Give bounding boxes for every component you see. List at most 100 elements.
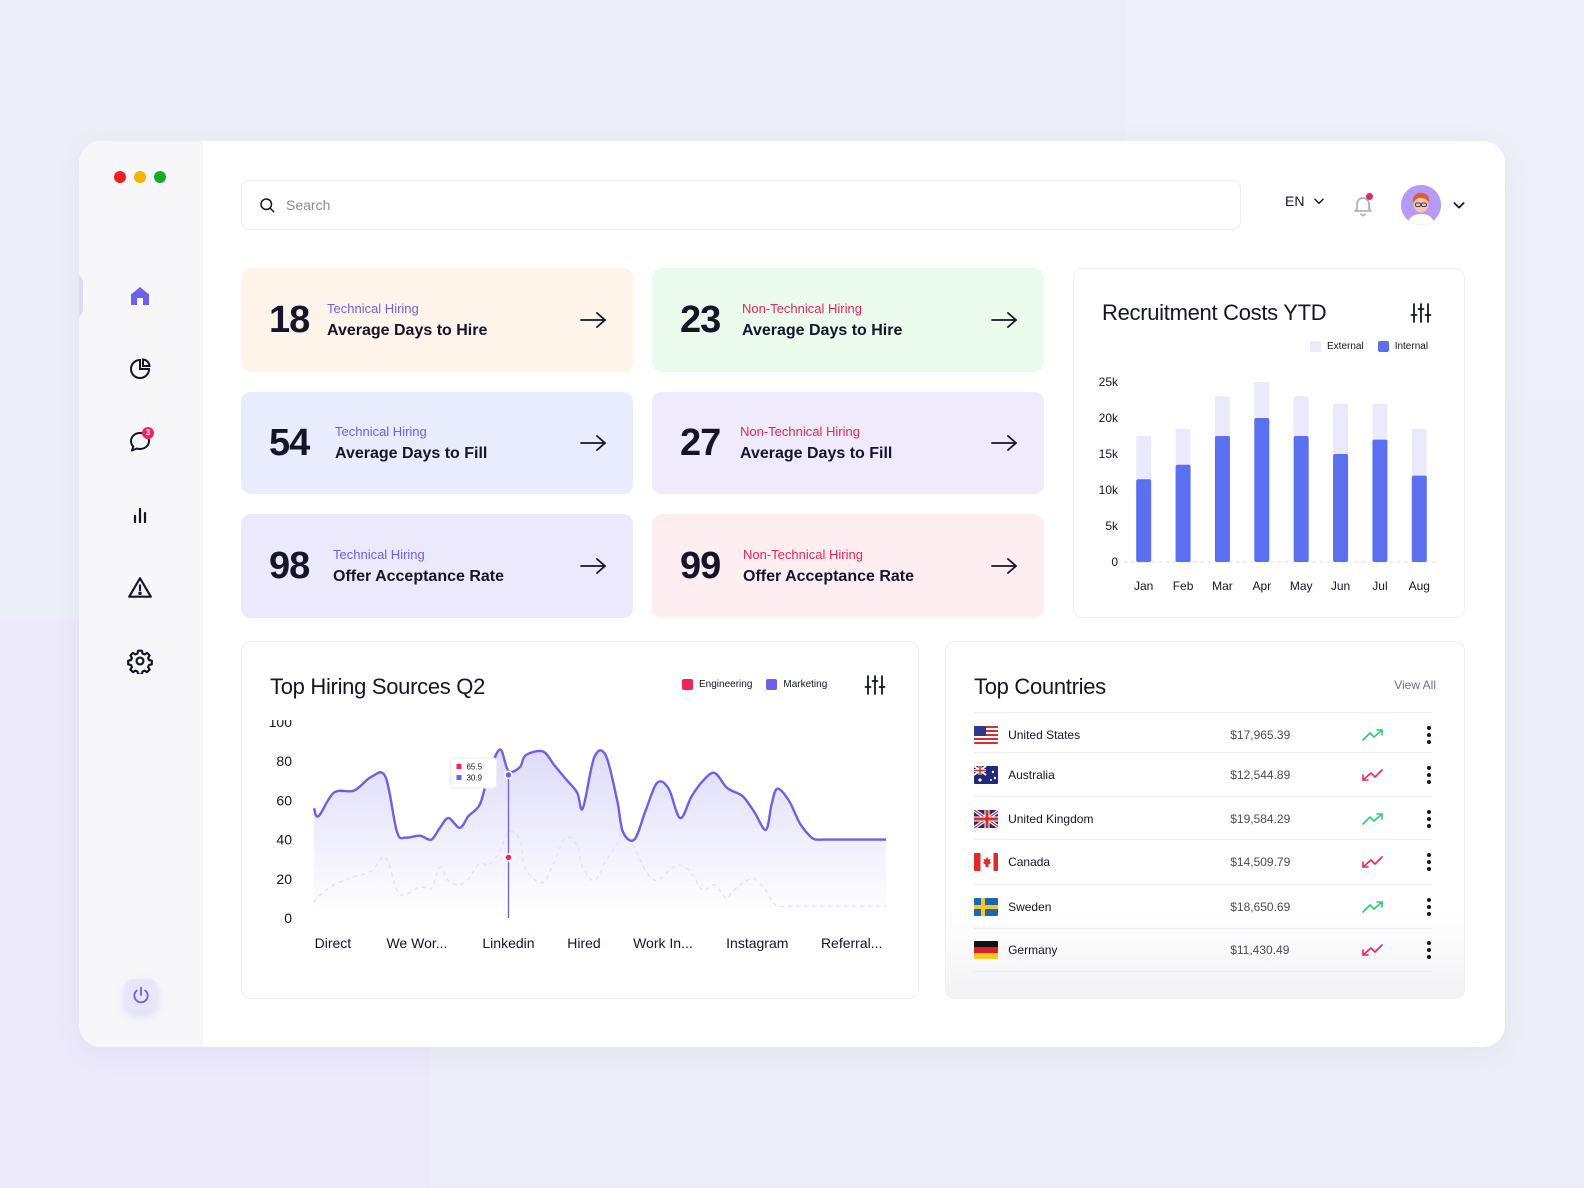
x-tick-label: Jan: [1134, 579, 1153, 593]
country-row[interactable]: Australia $12,544.89: [974, 752, 1432, 796]
more-vertical-icon: [1427, 725, 1431, 744]
y-tick-label: 0: [284, 910, 292, 926]
row-more-button[interactable]: [1413, 897, 1432, 917]
country-name: United States: [1008, 727, 1081, 742]
row-more-button[interactable]: [1413, 765, 1432, 785]
bar-chart-icon: [133, 507, 147, 524]
tooltip-marketing-value: 30.9: [466, 774, 482, 783]
chart-tooltip: 65.5 30.9: [449, 757, 497, 789]
sidebar-item-reports[interactable]: [125, 354, 155, 384]
trend-indicator: [1332, 728, 1413, 742]
marketing-line: [312, 748, 886, 842]
x-tick-label: Instagram: [726, 935, 788, 951]
country-amount: $19,584.29: [1230, 811, 1291, 826]
view-all-link[interactable]: View All: [1394, 678, 1436, 692]
trend-down-icon: [1361, 944, 1383, 956]
close-dot[interactable]: [114, 171, 126, 183]
gear-icon: [127, 649, 153, 674]
sidebar-item-settings[interactable]: [125, 646, 155, 676]
chevron-down-icon: [1453, 202, 1465, 209]
x-tick-label: Direct: [315, 935, 352, 951]
stat-card-nontech-days-to-fill[interactable]: 27 Non-Technical Hiring Average Days to …: [652, 392, 1044, 494]
stat-value: 98: [269, 544, 310, 587]
profile-menu-toggle[interactable]: [1451, 197, 1467, 218]
arrow-right-icon: [580, 435, 606, 451]
country-amount: $18,650.69: [1230, 899, 1291, 914]
x-tick-label: May: [1290, 579, 1313, 593]
stat-category: Technical Hiring: [327, 300, 419, 316]
minimize-dot[interactable]: [134, 171, 146, 183]
stat-category: Technical Hiring: [333, 546, 425, 562]
top-countries-card: Top Countries View All United States $17,…: [945, 641, 1465, 999]
country-name: Canada: [1008, 854, 1051, 869]
trend-down-icon: [1361, 768, 1383, 781]
bar-internal: [1333, 454, 1349, 562]
de-flag: [974, 941, 999, 959]
sidebar-item-analytics[interactable]: [125, 500, 155, 530]
se-flag: [974, 897, 999, 916]
arrow-right-icon: [991, 312, 1017, 328]
stat-category: Non-Technical Hiring: [743, 546, 863, 562]
arrow-right-icon: [580, 558, 606, 574]
avatar[interactable]: [1401, 185, 1441, 225]
row-more-button[interactable]: [1413, 852, 1432, 872]
marketing-point[interactable]: [504, 770, 513, 780]
chat-icon: [130, 432, 150, 452]
country-row[interactable]: Germany $11,430.49: [974, 928, 1432, 972]
stat-card-tech-offer-acceptance[interactable]: 98 Technical Hiring Offer Acceptance Rat…: [241, 514, 633, 618]
trend-indicator: [1332, 812, 1413, 826]
country-row[interactable]: United States $17,965.39: [974, 712, 1432, 756]
stat-value: 54: [269, 421, 310, 464]
row-more-button[interactable]: [1413, 809, 1432, 829]
filter-icon[interactable]: [864, 674, 886, 696]
maximize-dot[interactable]: [154, 171, 166, 183]
country-row[interactable]: United Kingdom $19,584.29: [974, 796, 1432, 840]
country-amount: $17,965.39: [1230, 727, 1291, 742]
stat-card-tech-days-to-hire[interactable]: 18 Technical Hiring Average Days to Hire: [241, 268, 633, 372]
x-tick-label: We Wor...: [386, 935, 447, 951]
stat-category: Non-Technical Hiring: [742, 300, 862, 316]
logout-button[interactable]: [125, 979, 157, 1011]
stat-title: Average Days to Fill: [335, 444, 488, 462]
country-amount: $12,544.89: [1230, 767, 1291, 782]
country-row[interactable]: Canada $14,509.79: [974, 839, 1432, 883]
more-vertical-icon: [1427, 809, 1431, 828]
stat-category: Technical Hiring: [335, 423, 427, 439]
stat-title: Average Days to Hire: [327, 321, 488, 339]
country-row[interactable]: Sweden $18,650.69: [974, 884, 1432, 928]
y-tick-label: 40: [276, 832, 292, 848]
row-more-button[interactable]: [1413, 940, 1432, 960]
bar-internal: [1372, 439, 1388, 562]
warning-icon: [128, 577, 152, 598]
search-input[interactable]: [286, 197, 1186, 213]
hiring-sources-card: Top Hiring Sources Q2 Engineering Market…: [241, 641, 919, 999]
au-flag: [974, 765, 999, 784]
trend-indicator: [1332, 768, 1413, 782]
stat-card-tech-days-to-fill[interactable]: 54 Technical Hiring Average Days to Fill: [241, 392, 633, 494]
stat-value: 23: [680, 298, 721, 341]
sidebar-item-alerts[interactable]: [125, 573, 155, 603]
bar-internal: [1411, 475, 1427, 562]
x-tick-label: Jun: [1331, 579, 1350, 593]
recruitment-costs-card: Recruitment Costs YTD External Internal …: [1073, 268, 1465, 618]
engineering-point[interactable]: [504, 853, 513, 862]
card-title: Top Hiring Sources Q2: [270, 674, 486, 699]
user-avatar-image: [1401, 185, 1441, 225]
sidebar-item-messages[interactable]: 3: [125, 427, 155, 457]
language-selector[interactable]: EN: [1285, 193, 1326, 209]
app-window: 3: [79, 141, 1505, 1047]
notifications-button[interactable]: [1351, 193, 1375, 217]
sidebar-item-home[interactable]: [125, 281, 155, 311]
filter-icon[interactable]: [1410, 302, 1432, 324]
stat-card-nontech-days-to-hire[interactable]: 23 Non-Technical Hiring Average Days to …: [652, 268, 1044, 372]
row-more-button[interactable]: [1413, 725, 1432, 745]
stat-title: Offer Acceptance Rate: [743, 567, 915, 585]
bar-internal: [1175, 464, 1191, 562]
stat-card-nontech-offer-acceptance[interactable]: 99 Non-Technical Hiring Offer Acceptance…: [652, 514, 1044, 618]
trend-indicator: [1332, 900, 1413, 914]
costs-legend: External Internal: [1310, 341, 1428, 352]
country-name: United Kingdom: [1008, 811, 1094, 826]
legend-item-internal: Internal: [1377, 341, 1428, 352]
legend-label: Marketing: [783, 679, 828, 690]
legend-label: External: [1327, 341, 1364, 352]
